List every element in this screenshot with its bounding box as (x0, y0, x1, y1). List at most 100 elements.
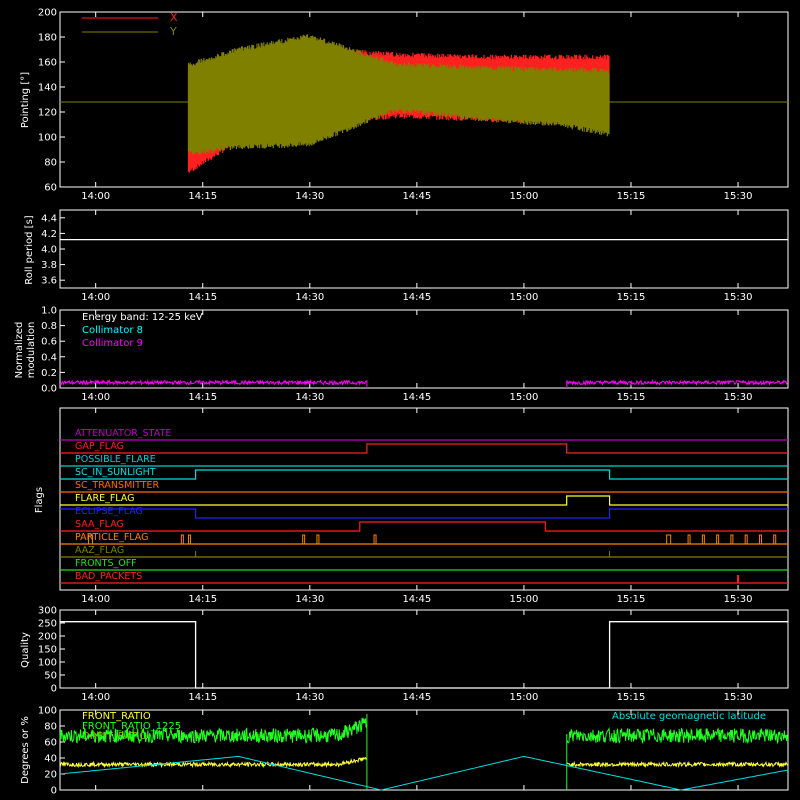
ratio-panel-frame (59, 709, 789, 791)
pointing-panel-frame (59, 11, 789, 188)
flag-label-sc_in_sunlight: SC_IN_SUNLIGHT (75, 467, 156, 478)
time-tick-label: 14:30 (295, 292, 324, 303)
flag-series-saa_flag (60, 521, 788, 532)
y-tick-label: 120 (38, 108, 57, 119)
y-tick-label: 150 (38, 645, 57, 656)
flag-label-particle_flag: PARTICLE_FLAG (75, 532, 148, 543)
particle-flag-pulse (180, 534, 184, 545)
particle-flag-pulse (316, 534, 320, 545)
pointing-ylabel: Pointing [°] (20, 72, 31, 128)
time-tick-label: 15:00 (510, 594, 539, 605)
flag-label-eclipse_flag: ECLIPSE_FLAG (75, 506, 143, 517)
time-tick-label: 14:30 (295, 392, 324, 403)
y-tick-label: 0.6 (41, 337, 57, 348)
time-tick-label: 14:15 (188, 594, 217, 605)
y-tick-label: 100 (38, 133, 57, 144)
time-tick-label: 15:15 (617, 692, 646, 703)
particle-flag-pulse (773, 534, 777, 545)
roll-ylabel: Roll period [s] (24, 215, 35, 284)
modulation-ylabel-line2: modulation (26, 322, 37, 379)
y-tick-label: 100 (38, 658, 57, 669)
flag-label-fronts_off: FRONTS_OFF (75, 558, 137, 569)
front-ratio-1225-series (566, 726, 789, 745)
time-tick-label: 14:00 (81, 292, 110, 303)
time-tick-label: 15:30 (724, 292, 753, 303)
geomag-latitude-label: Absolute geomagnetic latitude (612, 711, 766, 722)
y-tick-label: 0.0 (41, 384, 57, 395)
y-tick-label: 60 (44, 738, 57, 749)
y-tick-label: 3.6 (41, 276, 57, 287)
time-tick-label: 14:45 (402, 191, 431, 202)
time-tick-label: 15:00 (510, 692, 539, 703)
pointing-y-series (187, 34, 610, 155)
time-tick-label: 15:00 (510, 292, 539, 303)
particle-flag-pulse (687, 534, 691, 545)
y-tick-label: 250 (38, 619, 57, 630)
flag-series-gap_flag (60, 443, 788, 454)
collimator9-series (566, 378, 788, 387)
time-tick-label: 14:15 (188, 392, 217, 403)
time-tick-label: 14:45 (402, 692, 431, 703)
y-tick-label: 0 (51, 786, 57, 797)
flags-panel-frame (59, 407, 789, 591)
time-tick-label: 15:15 (617, 392, 646, 403)
legend-x-label: X (170, 11, 178, 24)
time-tick-label: 15:15 (617, 292, 646, 303)
time-tick-label: 14:30 (295, 191, 324, 202)
y-tick-label: 20 (44, 770, 57, 781)
collimator8-label: Collimator 8 (82, 325, 143, 336)
y-tick-label: 1.0 (41, 306, 57, 317)
flag-series-sc_in_sunlight (60, 469, 788, 480)
front-ratio-label: FRONT_RATIO (82, 711, 151, 722)
front-ratio-series (566, 760, 789, 768)
ratios-ylabel: Degrees or % (20, 716, 31, 784)
y-tick-label: 3.8 (41, 260, 57, 271)
modulation-panel-frame (59, 309, 789, 389)
y-tick-label: 0.2 (41, 368, 57, 379)
y-tick-label: 40 (44, 754, 57, 765)
quality-series (60, 621, 788, 689)
y-tick-label: 60 (44, 183, 57, 194)
y-tick-label: 80 (44, 722, 57, 733)
particle-flag-pulse (373, 534, 377, 545)
quality-ylabel: Quality (20, 632, 31, 668)
modulation-ylabel-line1: Normalized (14, 322, 25, 379)
front-ratio-series (59, 756, 368, 769)
energy-band-label: Energy band: 12-25 keV (82, 312, 203, 323)
y-tick-label: 0.4 (41, 352, 57, 363)
time-tick-label: 15:00 (510, 191, 539, 202)
particle-flag-pulse (716, 534, 720, 545)
time-tick-label: 14:15 (188, 191, 217, 202)
time-tick-label: 15:30 (724, 392, 753, 403)
flags-ylabel: Flags (34, 487, 45, 513)
flag-label-sc_transmitter: SC_TRANSMITTER (75, 480, 160, 491)
collimator9-series (59, 378, 367, 387)
collimator9-label: Collimator 9 (82, 338, 143, 349)
y-tick-label: 80 (44, 158, 57, 169)
flag-label-aaz_flag: AAZ_FLAG (75, 545, 124, 556)
particle-flag-pulse (744, 534, 748, 545)
time-tick-label: 14:00 (81, 594, 110, 605)
particle-flag-pulse (666, 534, 672, 545)
time-tick-label: 14:00 (81, 692, 110, 703)
y-tick-label: 140 (38, 83, 57, 94)
time-tick-label: 15:30 (724, 191, 753, 202)
y-tick-label: 100 (38, 706, 57, 717)
time-tick-label: 15:30 (724, 692, 753, 703)
y-tick-label: 4.4 (41, 213, 57, 224)
time-tick-label: 14:00 (81, 191, 110, 202)
y-tick-label: 4.0 (41, 245, 57, 256)
time-tick-label: 14:15 (188, 292, 217, 303)
legend-y-label: Y (169, 25, 177, 38)
time-tick-label: 14:45 (402, 594, 431, 605)
time-tick-label: 15:30 (724, 594, 753, 605)
time-tick-label: 14:30 (295, 692, 324, 703)
time-tick-label: 15:00 (510, 392, 539, 403)
particle-flag-pulse (302, 534, 306, 545)
y-tick-label: 4.2 (41, 229, 57, 240)
y-tick-label: 50 (44, 671, 57, 682)
particle-flag-pulse (730, 534, 734, 545)
flag-label-saa_flag: SAA_FLAG (75, 519, 124, 530)
time-tick-label: 15:15 (617, 594, 646, 605)
particle-flag-pulse (701, 534, 705, 545)
